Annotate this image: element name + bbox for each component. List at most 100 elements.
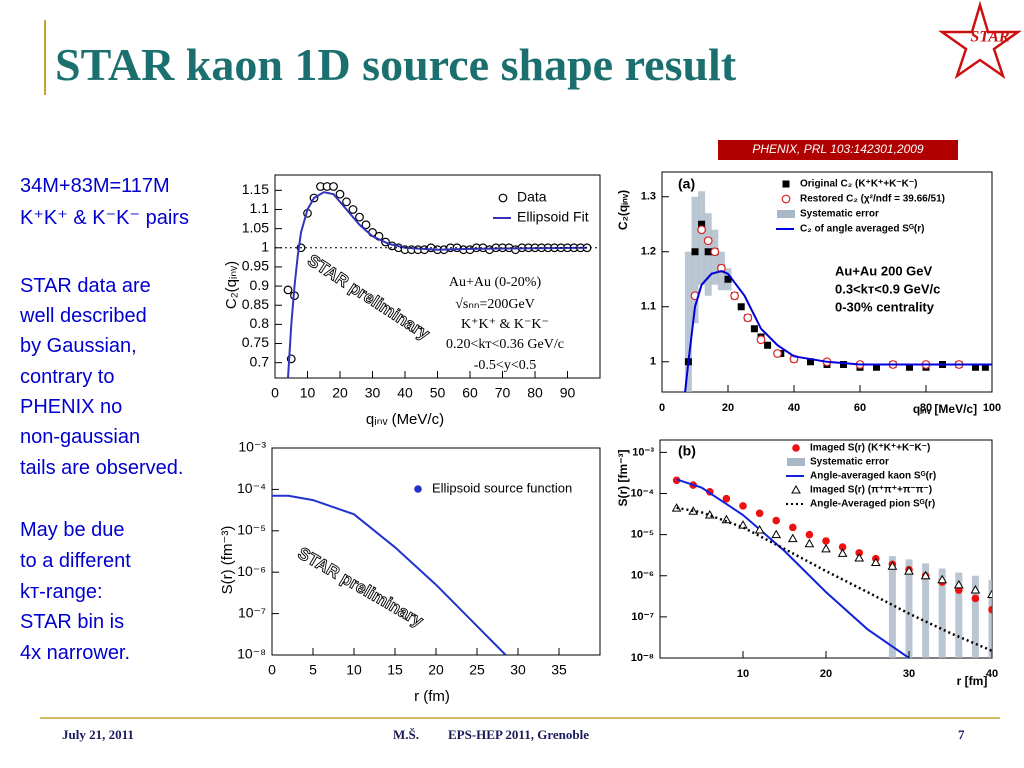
series-line [684,269,992,392]
x-tick-label: 50 [430,385,446,401]
y-tick-label: 1.15 [242,181,269,197]
source-box [718,140,958,160]
data-point [348,205,358,214]
y-tick-label: 0.95 [242,258,269,274]
annotation: (b) [678,443,696,459]
data-point [887,561,898,570]
data-point [771,529,782,539]
side-text-line: kᴛ-range: [20,581,103,603]
legend-label: Restored C₂ (χ²/ndf = 39.66/51) [800,194,945,205]
data-point [691,248,699,256]
x-tick-label: 25 [469,662,485,678]
data-point [788,523,797,532]
data-point [721,514,732,524]
plot-area [671,476,992,658]
y-tick-label: 10⁻⁶ [631,570,654,582]
legend-swatch [498,193,508,203]
annotation: 0.20<kᴛ<0.36 GeV/c [446,337,564,352]
y-tick-label: 1 [261,238,269,254]
data-point [906,363,913,371]
data-point [342,197,351,207]
footer-event: EPS-HEP 2011, Grenoble [448,727,589,742]
data-point [937,574,948,584]
data-point [750,325,758,333]
x-tick-label: 0 [659,402,665,414]
data-point [981,363,989,371]
series-line [272,494,507,655]
data-point [805,530,814,539]
data-point [754,524,765,534]
data-point [737,303,745,311]
x-tick-label: 0 [268,662,276,678]
legend-swatch [414,485,422,493]
data-point [840,361,847,368]
y-tick-label: 10⁻⁶ [237,563,266,579]
data-point [755,509,764,518]
x-tick-label: 35 [551,662,567,678]
data-point [724,275,732,283]
source-label: PHENIX, PRL 103:142301,2009 [752,142,924,156]
x-tick-label: 80 [527,385,543,401]
annotation: -0.5<y<0.5 [474,358,536,373]
y-tick-label: 1.2 [641,246,656,258]
data-point [821,543,831,553]
legend-label: Original C₂ (K⁺K⁺+K⁻K⁻) [800,179,918,190]
annotation: 0-30% centrality [835,299,935,314]
data-point [722,494,731,503]
legend-label: C₂ of angle averaged Sᴳ(r) [800,224,925,235]
error-band [988,579,992,658]
legend-label: Ellipsoid source function [432,480,572,495]
data-point [953,579,964,589]
error-band [684,251,692,392]
x-tick-label: 20 [428,662,444,678]
data-point [807,358,814,366]
y-tick-label: 10⁻⁸ [631,652,654,664]
legend-label: Imaged S(r) (K⁺K⁺+K⁻K⁻) [810,443,930,454]
annotation: 0.3<kᴛ<0.9 GeV/c [835,281,940,296]
x-tick-label: 20 [722,402,734,414]
error-band [888,556,896,658]
data-point [970,585,981,594]
series-line [676,478,910,658]
legend-swatch [792,444,800,452]
side-text-line: by Gaussian, [20,335,137,357]
y-tick-label: 10⁻⁴ [237,480,266,496]
footer-page: 7 [958,727,965,742]
y-tick-label: 10⁻³ [632,446,654,458]
data-point [837,548,848,557]
y-tick-label: 0.85 [242,296,269,312]
legend-label: Systematic error [800,209,879,220]
series-line [287,191,588,378]
data-point [756,335,766,345]
data-point [355,212,364,222]
data-point [361,220,371,230]
x-tick-label: 20 [332,385,348,401]
data-point [987,589,992,599]
annotation: K⁺K⁺ & K⁻K⁻ [461,317,549,332]
x-tick-label: 10 [300,385,316,401]
error-band [938,568,946,658]
x-axis-label: qᵢₙᵥ [MeV/c] [913,402,977,416]
slide-title: STAR kaon 1D source shape result [55,39,737,90]
y-axis-label: S(r) (fm⁻³) [219,526,236,595]
side-text-line: 34M+83M=117M [20,175,170,197]
data-point [698,220,706,228]
y-tick-label: 10⁻³ [238,439,266,455]
y-tick-label: 10⁻⁷ [238,604,266,620]
y-tick-label: 10⁻⁷ [631,611,654,623]
y-tick-label: 1.1 [641,301,656,313]
annotation: Au+Au 200 GeV [835,263,933,278]
data-point [764,341,772,349]
x-tick-label: 15 [387,662,403,678]
error-band [691,196,699,324]
side-text-line: K⁺K⁺ & K⁻K⁻ pairs [20,207,189,229]
side-text-line: well described [19,305,147,327]
data-point [697,225,706,235]
data-point [738,520,748,529]
legend-label: Data [517,189,547,205]
data-point [972,363,979,371]
x-tick-label: 10 [737,668,749,680]
y-tick-label: 1.3 [641,191,656,203]
side-text-line: contrary to [20,366,114,388]
y-tick-label: 0.9 [250,277,270,293]
